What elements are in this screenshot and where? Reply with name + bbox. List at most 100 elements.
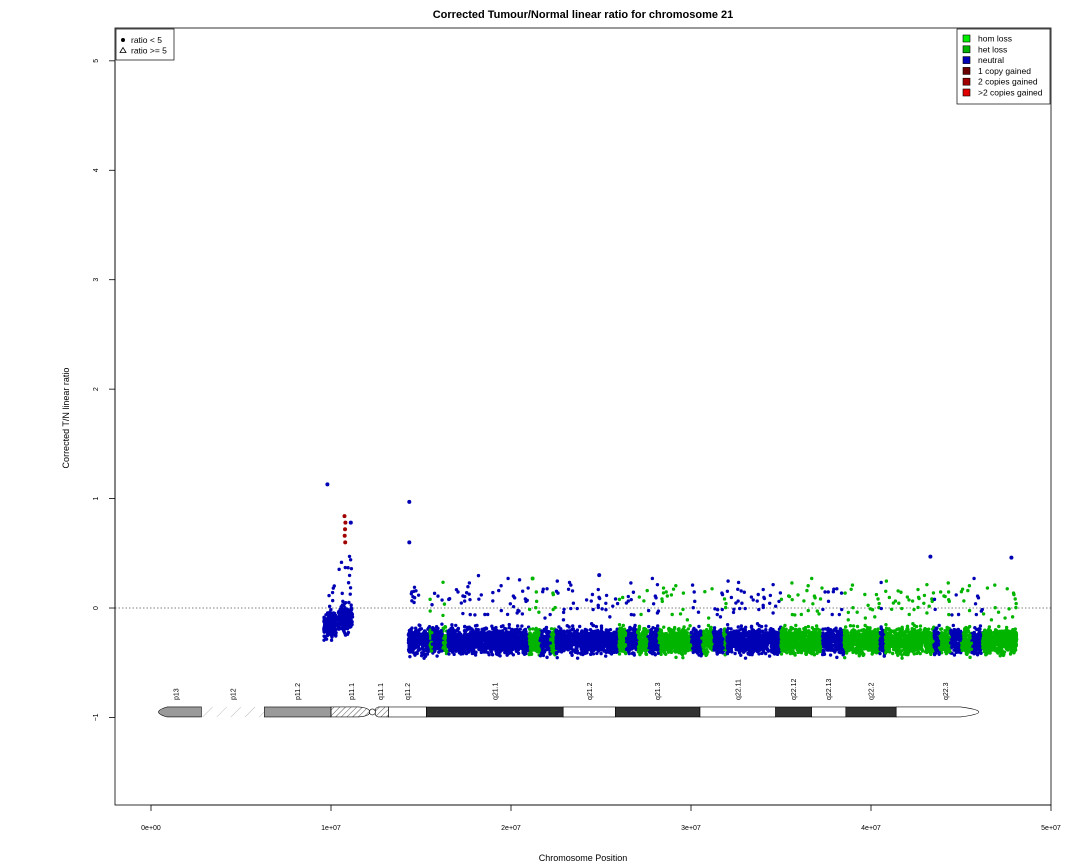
data-point [467, 592, 471, 596]
data-point [587, 647, 591, 652]
segment-5 [527, 587, 558, 660]
data-point [463, 625, 467, 629]
data-point [466, 585, 470, 589]
data-point [696, 610, 701, 614]
data-point [619, 641, 623, 646]
data-point [674, 647, 678, 652]
data-point [590, 592, 595, 597]
data-point [416, 593, 421, 597]
data-point [432, 635, 437, 639]
data-point [459, 645, 463, 650]
data-point [642, 599, 646, 603]
data-point [606, 630, 611, 635]
data-point [663, 640, 667, 644]
data-point [548, 641, 552, 645]
data-point [475, 641, 479, 646]
data-point [695, 651, 700, 655]
data-point [637, 631, 641, 635]
data-point [675, 632, 679, 636]
data-point [697, 624, 701, 629]
data-point [626, 594, 631, 599]
data-point [613, 647, 617, 651]
data-point [447, 597, 451, 602]
data-point [419, 635, 424, 640]
data-point [519, 631, 523, 636]
data-point [410, 626, 414, 630]
data-point [347, 612, 352, 616]
data-point [660, 597, 664, 601]
data-point [637, 641, 642, 645]
data-point [528, 643, 533, 648]
data-point [408, 654, 412, 659]
data-point [691, 638, 696, 642]
data-point [633, 623, 637, 628]
data-point [429, 645, 433, 649]
data-point [540, 644, 544, 649]
data-point [529, 651, 533, 655]
data-point [562, 607, 566, 611]
data-point [465, 639, 470, 644]
data-point [689, 635, 694, 639]
data-point [632, 632, 636, 636]
data-point [491, 638, 495, 642]
data-point [701, 648, 706, 653]
data-point [570, 627, 574, 631]
data-point [509, 649, 513, 654]
data-point [503, 650, 507, 655]
data-point [642, 644, 646, 649]
data-point [631, 590, 636, 594]
data-point [591, 652, 596, 656]
data-point [479, 593, 483, 597]
data-point [534, 590, 539, 594]
data-point [347, 573, 352, 578]
data-point [420, 647, 425, 651]
data-point [327, 620, 332, 625]
data-point [588, 628, 593, 632]
data-point [543, 634, 548, 639]
data-point [430, 630, 434, 635]
data-point [506, 651, 510, 656]
data-point [453, 631, 457, 636]
data-point [681, 591, 686, 595]
data-point [545, 655, 549, 660]
data-point [559, 650, 564, 654]
data-point [589, 633, 593, 637]
data-point [432, 591, 437, 596]
segment-7 [617, 576, 666, 657]
data-point [645, 630, 650, 634]
data-point [337, 617, 341, 621]
data-point [328, 617, 332, 621]
data-point [558, 643, 562, 647]
data-point [465, 633, 470, 637]
data-point [547, 630, 552, 634]
data-point [604, 601, 608, 605]
data-point [504, 645, 509, 650]
data-point [476, 644, 480, 649]
data-point [669, 628, 673, 632]
data-point [594, 624, 599, 629]
data-point [464, 591, 469, 595]
data-point [334, 630, 338, 635]
data-point [684, 634, 688, 639]
data-point [674, 655, 678, 660]
data-point [422, 639, 427, 644]
data-point [341, 607, 345, 612]
data-point [672, 627, 676, 632]
data-point [680, 628, 685, 632]
data-point [693, 599, 697, 604]
data-point [721, 631, 726, 636]
data-point [325, 611, 330, 615]
data-point [331, 611, 336, 615]
data-point [584, 638, 588, 642]
segment-4 [446, 573, 531, 658]
data-point [556, 649, 561, 654]
data-point [698, 645, 702, 649]
data-point [347, 600, 351, 605]
data-point [628, 625, 632, 630]
data-point [491, 590, 495, 595]
data-point [427, 625, 432, 629]
data-point [442, 602, 447, 606]
data-point [481, 648, 485, 652]
data-point [686, 641, 690, 646]
data-point [444, 651, 449, 656]
